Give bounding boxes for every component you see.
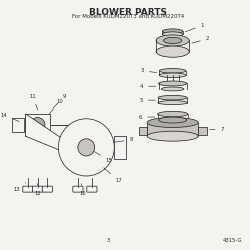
Ellipse shape [162,32,183,37]
FancyBboxPatch shape [42,186,52,192]
Text: 2: 2 [192,36,209,43]
Ellipse shape [158,117,187,123]
Ellipse shape [159,68,186,73]
Polygon shape [114,136,126,158]
Text: 4315-G: 4315-G [222,238,242,243]
Ellipse shape [30,118,45,132]
Ellipse shape [158,112,188,117]
Ellipse shape [162,87,184,91]
Ellipse shape [158,101,187,104]
Text: 15: 15 [94,152,112,163]
Text: 3: 3 [140,68,156,73]
Bar [12,118,24,132]
Bar [198,127,207,135]
Ellipse shape [147,131,198,141]
Text: 1: 1 [186,23,204,32]
FancyBboxPatch shape [87,186,97,192]
Ellipse shape [158,81,187,86]
Text: 9: 9 [53,94,66,108]
Circle shape [78,139,95,156]
Text: 10: 10 [49,99,63,114]
Bar [138,127,147,135]
Ellipse shape [147,118,198,128]
Text: 3: 3 [106,238,110,243]
Text: 12: 12 [34,184,41,196]
Text: 4: 4 [140,84,156,89]
Ellipse shape [164,37,182,44]
Ellipse shape [158,96,187,100]
Ellipse shape [162,29,183,34]
Ellipse shape [156,35,189,46]
Text: BLOWER PARTS: BLOWER PARTS [89,8,167,17]
Text: 16: 16 [80,184,86,196]
Text: 6: 6 [139,114,155,119]
Text: 14: 14 [0,112,19,122]
Ellipse shape [159,73,186,78]
Text: For Models KUDM220T3 and KUDM220T4: For Models KUDM220T3 and KUDM220T4 [72,14,184,19]
Text: 11: 11 [30,94,38,110]
Text: 13: 13 [14,183,26,192]
FancyBboxPatch shape [32,186,43,192]
Text: 7: 7 [210,127,224,132]
Text: 17: 17 [104,168,122,184]
Ellipse shape [156,46,189,57]
Text: 8: 8 [114,138,133,142]
Text: 5: 5 [139,98,155,103]
FancyBboxPatch shape [23,186,33,192]
Circle shape [58,119,114,176]
Bar [147,122,198,136]
Bar [26,114,50,136]
FancyBboxPatch shape [73,186,83,192]
Polygon shape [26,114,67,153]
Ellipse shape [158,118,188,122]
